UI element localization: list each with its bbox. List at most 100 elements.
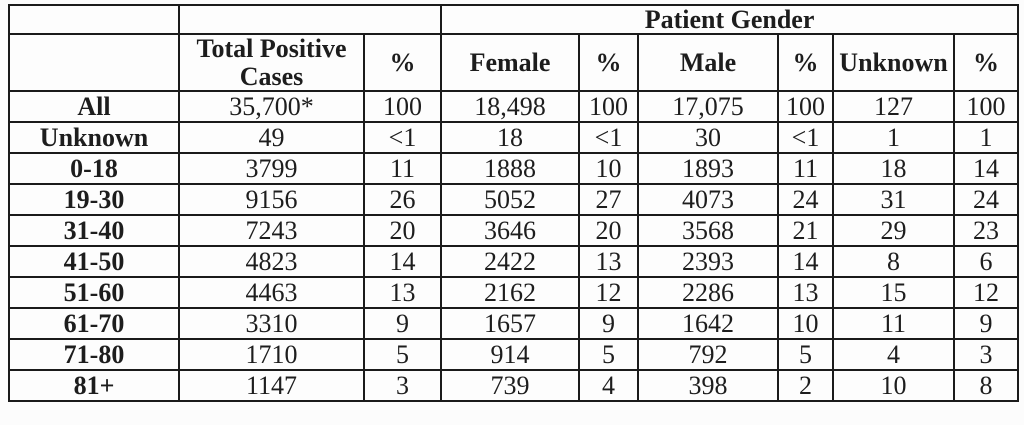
data-cell: 4823 — [178, 244, 365, 278]
data-cell: 11 — [832, 306, 955, 340]
data-cell: 24 — [777, 182, 834, 216]
data-cell: 3646 — [440, 213, 580, 247]
data-cell: 12 — [578, 275, 639, 309]
data-cell: 4 — [832, 337, 955, 371]
column-header-total-percent: % — [363, 33, 442, 92]
data-cell: 1888 — [440, 151, 580, 185]
table-row: 51-60 4463 13 2162 12 2286 13 15 12 — [8, 275, 1020, 309]
data-cell: 35,700* — [178, 89, 365, 123]
data-cell: 1657 — [440, 306, 580, 340]
data-cell: 10 — [578, 151, 639, 185]
data-cell: <1 — [777, 120, 834, 154]
data-cell: 20 — [578, 213, 639, 247]
data-cell: 3568 — [637, 213, 779, 247]
data-cell: 14 — [952, 151, 1020, 185]
table-row: 19-30 9156 26 5052 27 4073 24 31 24 — [8, 182, 1020, 216]
table-row: 31-40 7243 20 3646 20 3568 21 29 23 — [8, 213, 1020, 247]
data-cell: 4 — [578, 368, 639, 402]
data-cell: 100 — [952, 89, 1020, 123]
table-row: 0-18 3799 11 1888 10 1893 11 18 14 — [8, 151, 1020, 185]
table-row: 81+ 1147 3 739 4 398 2 10 8 — [8, 368, 1020, 402]
data-cell: 5 — [777, 337, 834, 371]
data-cell: 792 — [637, 337, 779, 371]
data-cell: 1642 — [637, 306, 779, 340]
data-cell: 2162 — [440, 275, 580, 309]
data-cell: 1 — [832, 120, 955, 154]
data-cell: 5 — [578, 337, 639, 371]
age-group-label: 31-40 — [8, 213, 180, 247]
data-cell: 9 — [363, 306, 442, 340]
data-cell: 10 — [832, 368, 955, 402]
data-cell: 100 — [363, 89, 442, 123]
table-row: 41-50 4823 14 2422 13 2393 14 8 6 — [8, 244, 1020, 278]
data-cell: 1147 — [178, 368, 365, 402]
data-cell: 1893 — [637, 151, 779, 185]
data-cell: 1710 — [178, 337, 365, 371]
row-label-header-blank-cell — [8, 33, 180, 92]
table-header: Patient Gender Total Positive Cases % Fe… — [8, 3, 1020, 92]
data-cell: 2393 — [637, 244, 779, 278]
data-cell: 1 — [952, 120, 1020, 154]
column-header-unknown: Unknown — [832, 33, 955, 92]
data-cell: 10 — [777, 306, 834, 340]
table-row: Unknown 49 <1 18 <1 30 <1 1 1 — [8, 120, 1020, 154]
corner-blank-cell — [8, 3, 180, 36]
data-cell: 127 — [832, 89, 955, 123]
data-cell: 13 — [363, 275, 442, 309]
age-group-label: 71-80 — [8, 337, 180, 371]
data-cell: 23 — [952, 213, 1020, 247]
age-group-label: 51-60 — [8, 275, 180, 309]
group-header-row: Patient Gender — [8, 3, 1020, 36]
data-cell: 5 — [363, 337, 442, 371]
data-cell: 4463 — [178, 275, 365, 309]
data-cell: 7243 — [178, 213, 365, 247]
data-cell: 30 — [637, 120, 779, 154]
data-cell: 8 — [832, 244, 955, 278]
data-cell: 21 — [777, 213, 834, 247]
data-cell: 739 — [440, 368, 580, 402]
column-header-unknown-percent: % — [952, 33, 1020, 92]
data-cell: 27 — [578, 182, 639, 216]
column-header-total-positive-cases: Total Positive Cases — [178, 33, 365, 92]
data-cell: 14 — [363, 244, 442, 278]
data-cell: <1 — [363, 120, 442, 154]
data-cell: 13 — [578, 244, 639, 278]
data-cell: 3799 — [178, 151, 365, 185]
patient-gender-table: Patient Gender Total Positive Cases % Fe… — [8, 3, 1020, 402]
data-cell: 9 — [952, 306, 1020, 340]
table-row: 71-80 1710 5 914 5 792 5 4 3 — [8, 337, 1020, 371]
column-header-female-percent: % — [578, 33, 639, 92]
data-cell: 8 — [952, 368, 1020, 402]
data-cell: 14 — [777, 244, 834, 278]
data-cell: 31 — [832, 182, 955, 216]
patient-gender-group-header: Patient Gender — [439, 3, 1020, 36]
age-group-label: 0-18 — [8, 151, 180, 185]
age-group-label: 61-70 — [8, 306, 180, 340]
data-cell: 9156 — [178, 182, 365, 216]
age-group-label: All — [8, 89, 180, 123]
table-body: All 35,700* 100 18,498 100 17,075 100 127 100 Unk… — [8, 89, 1020, 402]
data-cell: 13 — [777, 275, 834, 309]
data-cell: 18 — [440, 120, 580, 154]
data-cell: 914 — [440, 337, 580, 371]
data-cell: 2422 — [440, 244, 580, 278]
table-row: 61-70 3310 9 1657 9 1642 10 11 9 — [8, 306, 1020, 340]
data-cell: 3310 — [178, 306, 365, 340]
data-cell: 18 — [832, 151, 955, 185]
data-cell: 18,498 — [440, 89, 580, 123]
data-cell: 3 — [952, 337, 1020, 371]
data-cell: 9 — [578, 306, 639, 340]
data-cell: 100 — [777, 89, 834, 123]
data-cell: 2286 — [637, 275, 779, 309]
data-cell: 29 — [832, 213, 955, 247]
data-cell: 49 — [178, 120, 365, 154]
data-cell: 15 — [832, 275, 955, 309]
data-cell: <1 — [578, 120, 639, 154]
data-cell: 5052 — [440, 182, 580, 216]
age-group-label: 81+ — [8, 368, 180, 402]
data-cell: 6 — [952, 244, 1020, 278]
column-header-male-percent: % — [777, 33, 834, 92]
data-cell: 2 — [777, 368, 834, 402]
data-cell: 17,075 — [637, 89, 779, 123]
